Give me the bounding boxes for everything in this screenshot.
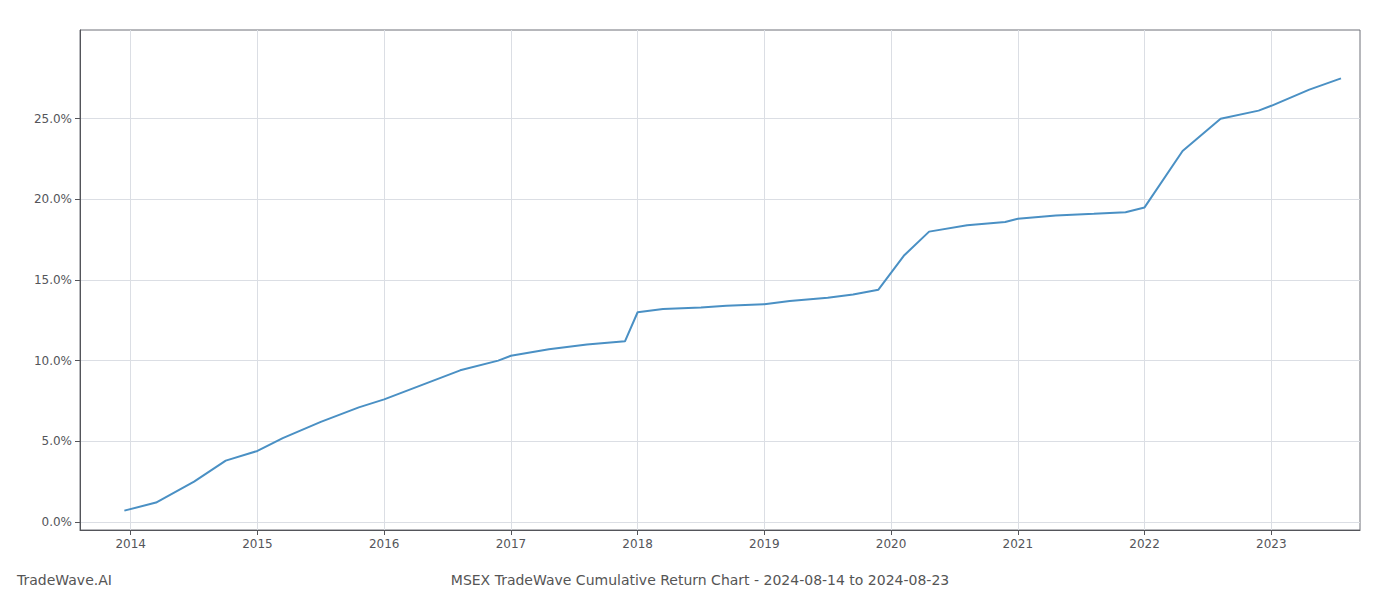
svg-text:2020: 2020 (876, 537, 907, 551)
svg-text:10.0%: 10.0% (34, 354, 72, 368)
svg-text:2019: 2019 (749, 537, 780, 551)
svg-text:2021: 2021 (1003, 537, 1034, 551)
svg-text:2014: 2014 (115, 537, 146, 551)
svg-text:TradeWave.AI: TradeWave.AI (16, 572, 112, 588)
svg-text:5.0%: 5.0% (42, 434, 73, 448)
svg-text:2016: 2016 (369, 537, 400, 551)
svg-text:2017: 2017 (496, 537, 527, 551)
svg-text:0.0%: 0.0% (42, 515, 73, 529)
svg-text:25.0%: 25.0% (34, 112, 72, 126)
svg-text:20.0%: 20.0% (34, 192, 72, 206)
svg-text:15.0%: 15.0% (34, 273, 72, 287)
svg-text:2022: 2022 (1129, 537, 1160, 551)
svg-text:2015: 2015 (242, 537, 273, 551)
svg-text:2018: 2018 (622, 537, 653, 551)
svg-text:2023: 2023 (1256, 537, 1287, 551)
svg-text:MSEX TradeWave Cumulative Retu: MSEX TradeWave Cumulative Return Chart -… (451, 572, 949, 588)
